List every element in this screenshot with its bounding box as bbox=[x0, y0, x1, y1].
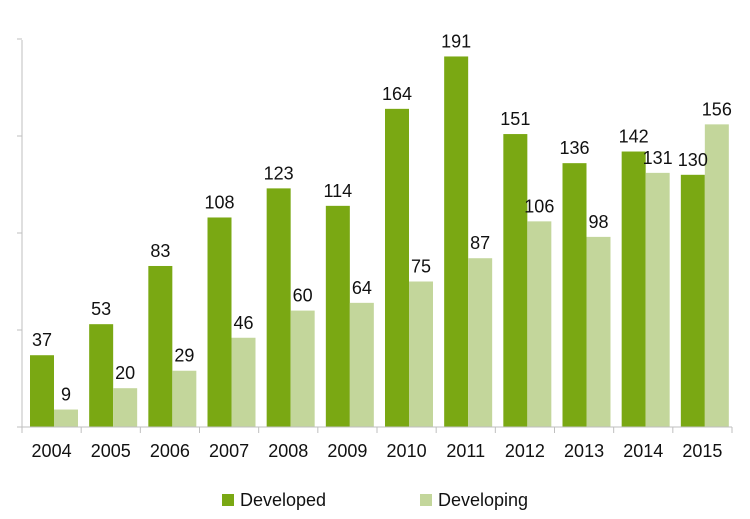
bar-developed-2011 bbox=[444, 56, 469, 428]
data-label-developing-2006: 29 bbox=[174, 346, 194, 366]
bar-developed-2013 bbox=[562, 163, 587, 427]
bar-developing-2007 bbox=[231, 337, 256, 427]
data-label-developed-2007: 108 bbox=[204, 192, 234, 212]
data-label-developing-2012: 106 bbox=[524, 196, 554, 216]
bar-developed-2006 bbox=[148, 265, 173, 427]
bar-developing-2011 bbox=[468, 258, 493, 427]
bar-chart: 37 9 53 20 83 29 108 46 123 60 114 64 164 75 191 87 151 1… bbox=[17, 31, 733, 461]
data-label-developed-2006: 83 bbox=[150, 241, 170, 261]
data-label-developing-2014: 131 bbox=[643, 148, 673, 168]
x-axis: 2004 2005 2006 2007 2008 2009 2010 2011 2012 2013… bbox=[21, 426, 733, 461]
data-label-developing-2011: 87 bbox=[470, 233, 490, 253]
bar-developing-2015 bbox=[704, 124, 729, 428]
legend-swatch-developing bbox=[420, 494, 432, 506]
x-tick-label-2013: 2013 bbox=[564, 441, 604, 461]
data-label-developed-2005: 53 bbox=[91, 299, 111, 319]
data-label-developing-2005: 20 bbox=[115, 363, 135, 383]
x-tick-label-2006: 2006 bbox=[150, 441, 190, 461]
bar-developing-2005 bbox=[113, 388, 138, 427]
data-label-developing-2009: 64 bbox=[352, 278, 372, 298]
data-label-developed-2008: 123 bbox=[264, 163, 294, 183]
bar-developed-2004 bbox=[30, 355, 54, 427]
x-tick-label-2009: 2009 bbox=[327, 441, 367, 461]
bar-developing-2008 bbox=[290, 310, 315, 427]
legend-swatch-developed bbox=[222, 494, 234, 506]
data-label-developing-2010: 75 bbox=[411, 257, 431, 277]
bar-developed-2015 bbox=[680, 174, 705, 427]
x-tick-label-2012: 2012 bbox=[505, 441, 545, 461]
legend-item-developed: Developed bbox=[222, 486, 326, 514]
bar-developing-2004 bbox=[54, 409, 78, 427]
bars bbox=[30, 56, 729, 428]
bar-developing-2013 bbox=[586, 236, 611, 427]
legend-label-developing: Developing bbox=[438, 489, 529, 510]
data-label-developed-2004: 37 bbox=[32, 330, 52, 350]
x-tick-label-2008: 2008 bbox=[268, 441, 308, 461]
data-label-developing-2013: 98 bbox=[588, 212, 608, 232]
y-axis bbox=[17, 38, 23, 428]
x-tick-label-2005: 2005 bbox=[91, 441, 131, 461]
data-label-developing-2007: 46 bbox=[233, 313, 253, 333]
x-tick-label-2014: 2014 bbox=[623, 441, 663, 461]
bar-developed-2014 bbox=[621, 151, 646, 427]
data-labels: 37 9 53 20 83 29 108 46 123 60 114 64 164 75 191 87 151 1… bbox=[32, 31, 732, 404]
x-tick-label-2015: 2015 bbox=[682, 441, 722, 461]
x-tick-label-2007: 2007 bbox=[209, 441, 249, 461]
bar-developing-2012 bbox=[527, 221, 552, 427]
data-label-developing-2015: 156 bbox=[702, 99, 732, 119]
legend: Developed Developing bbox=[0, 486, 750, 514]
bar-developing-2006 bbox=[172, 370, 197, 427]
data-label-developed-2012: 151 bbox=[500, 109, 530, 129]
data-label-developed-2015: 130 bbox=[678, 150, 708, 170]
x-tick-label-2010: 2010 bbox=[387, 441, 427, 461]
bar-developing-2009 bbox=[349, 302, 374, 427]
bar-developed-2008 bbox=[266, 188, 291, 427]
data-label-developed-2009: 114 bbox=[323, 181, 352, 201]
bar-developed-2010 bbox=[385, 108, 409, 427]
x-tick-label-2011: 2011 bbox=[446, 441, 485, 461]
bar-developed-2007 bbox=[207, 217, 232, 427]
data-label-developing-2004: 9 bbox=[61, 385, 71, 405]
data-label-developing-2008: 60 bbox=[293, 286, 313, 306]
legend-item-developing: Developing bbox=[420, 486, 528, 514]
data-label-developed-2010: 164 bbox=[382, 84, 412, 104]
bar-developed-2009 bbox=[325, 205, 350, 427]
bar-developed-2012 bbox=[503, 134, 528, 427]
x-tick-label-2004: 2004 bbox=[32, 441, 72, 461]
data-label-developed-2013: 136 bbox=[559, 138, 589, 158]
legend-label-developed: Developed bbox=[240, 489, 327, 510]
data-label-developed-2014: 142 bbox=[619, 127, 649, 147]
bar-developing-2010 bbox=[409, 281, 433, 427]
bar-developed-2005 bbox=[89, 324, 114, 427]
data-label-developed-2011: 191 bbox=[441, 31, 471, 51]
bar-developing-2014 bbox=[645, 172, 670, 427]
